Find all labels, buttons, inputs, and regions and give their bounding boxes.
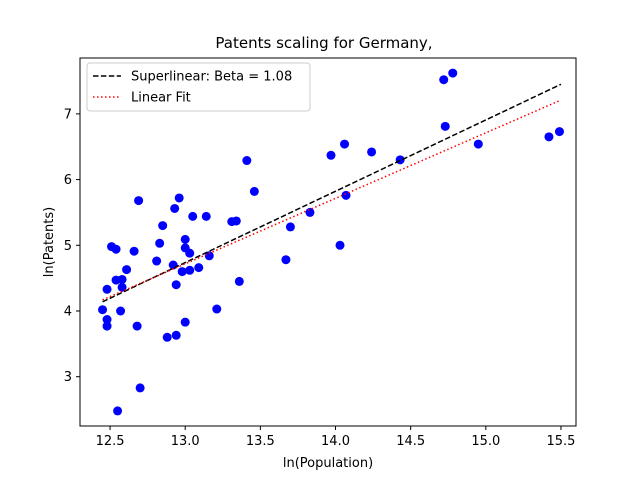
data-point xyxy=(155,239,164,248)
data-point xyxy=(185,266,194,275)
data-point xyxy=(286,222,295,231)
data-point xyxy=(181,318,190,327)
data-point xyxy=(103,285,112,294)
data-point xyxy=(152,257,161,266)
data-point xyxy=(232,216,241,225)
data-point xyxy=(172,280,181,289)
x-axis-label: ln(Population) xyxy=(283,456,373,471)
legend-linear-label: Linear Fit xyxy=(131,91,191,106)
data-point xyxy=(242,156,251,165)
chart-title: Patents scaling for Germany, xyxy=(215,34,432,52)
data-point xyxy=(122,265,131,274)
data-point xyxy=(185,249,194,258)
x-tick-label: 13.5 xyxy=(246,434,275,449)
data-point xyxy=(281,255,290,264)
data-point xyxy=(113,406,122,415)
data-point xyxy=(212,305,221,314)
x-tick-label: 14.5 xyxy=(396,434,425,449)
x-tick-label: 15.5 xyxy=(546,434,575,449)
data-point xyxy=(172,331,181,340)
data-point xyxy=(336,241,345,250)
data-point xyxy=(136,383,145,392)
data-point xyxy=(178,267,187,276)
data-point xyxy=(118,275,127,284)
data-point xyxy=(112,245,121,254)
data-point xyxy=(250,187,259,196)
y-axis-label: ln(Patents) xyxy=(42,207,57,277)
data-point xyxy=(175,193,184,202)
data-point xyxy=(474,140,483,149)
data-point xyxy=(158,221,167,230)
data-point xyxy=(130,247,139,256)
data-point xyxy=(441,122,450,131)
data-point xyxy=(367,147,376,156)
data-point xyxy=(202,212,211,221)
x-tick-label: 14.0 xyxy=(321,434,350,449)
data-point xyxy=(340,140,349,149)
data-point xyxy=(448,69,457,78)
data-point xyxy=(305,208,314,217)
y-tick-label: 6 xyxy=(64,173,72,188)
data-point xyxy=(133,322,142,331)
data-point xyxy=(235,277,244,286)
legend-superlinear-label: Superlinear: Beta = 1.08 xyxy=(131,70,292,85)
y-tick-label: 7 xyxy=(64,107,72,122)
data-point xyxy=(327,151,336,160)
data-point xyxy=(103,322,112,331)
data-point xyxy=(439,75,448,84)
data-point xyxy=(170,204,179,213)
data-point xyxy=(163,333,172,342)
x-tick-label: 13.0 xyxy=(171,434,200,449)
y-tick-label: 5 xyxy=(64,239,72,254)
data-point xyxy=(194,263,203,272)
data-point xyxy=(544,132,553,141)
data-point xyxy=(188,212,197,221)
data-point xyxy=(181,235,190,244)
y-tick-label: 3 xyxy=(64,370,72,385)
y-tick-label: 4 xyxy=(64,305,72,320)
x-tick-label: 15.0 xyxy=(471,434,500,449)
data-point xyxy=(98,305,107,314)
legend: Superlinear: Beta = 1.08 Linear Fit xyxy=(87,63,310,111)
x-tick-label: 12.5 xyxy=(96,434,125,449)
data-point xyxy=(555,127,564,136)
data-point xyxy=(116,307,125,316)
data-point xyxy=(134,196,143,205)
